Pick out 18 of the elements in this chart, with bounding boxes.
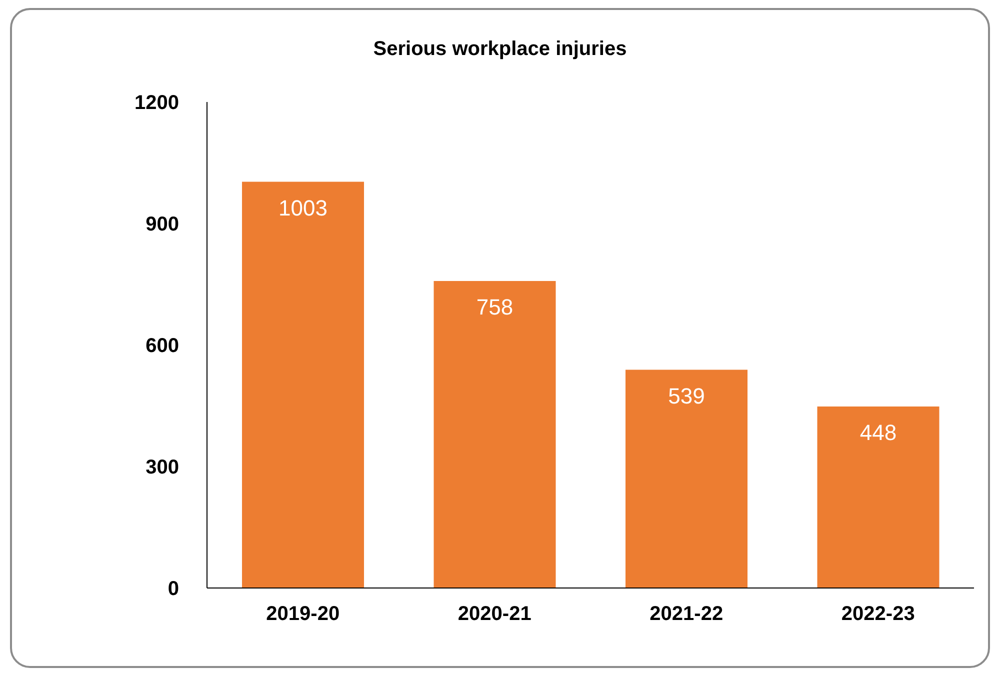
data-label: 758 (476, 294, 514, 320)
y-tick-label: 0 (168, 578, 179, 600)
x-tick-label: 2020-21 (458, 603, 532, 626)
y-tick-label: 300 (146, 456, 179, 479)
y-tick-label: 600 (146, 335, 179, 358)
data-label: 448 (860, 420, 897, 446)
x-tick-label: 2022-23 (841, 603, 915, 626)
data-label: 539 (668, 383, 705, 408)
bar (242, 182, 364, 588)
data-label: 1003 (278, 195, 328, 220)
bar (817, 406, 940, 588)
bar (626, 370, 748, 588)
x-tick-label: 2019-20 (266, 603, 340, 626)
y-tick-label: 1200 (134, 92, 179, 114)
chart-title: Serious workplace injuries (372, 38, 628, 61)
y-tick-label: 900 (146, 214, 179, 236)
x-tick-label: 2021-22 (650, 603, 724, 626)
bar (434, 281, 556, 588)
